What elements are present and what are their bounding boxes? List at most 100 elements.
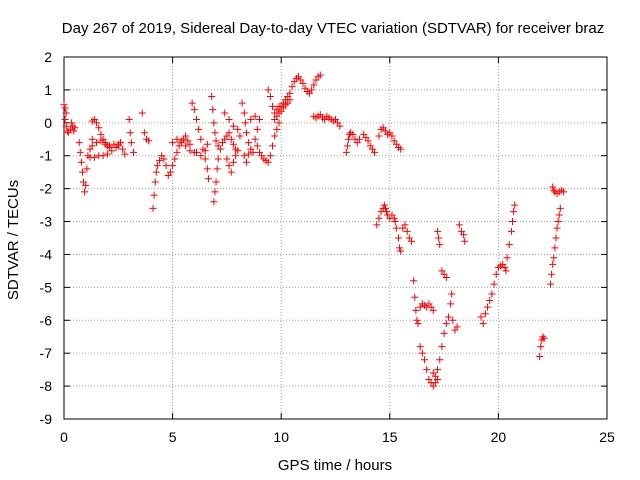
data-point	[242, 158, 250, 166]
data-point	[229, 158, 237, 166]
data-point	[364, 137, 372, 145]
data-point	[119, 145, 127, 153]
data-point	[549, 183, 557, 191]
data-point	[62, 109, 70, 117]
data-point	[210, 198, 218, 206]
data-point	[227, 168, 235, 176]
data-point	[310, 81, 318, 89]
grid	[64, 57, 607, 419]
data-point	[188, 99, 196, 107]
data-point	[211, 188, 219, 196]
data-point	[455, 221, 463, 229]
data-point	[484, 303, 492, 311]
x-tick-label: 5	[169, 429, 177, 445]
data-point	[152, 168, 160, 176]
data-point	[442, 320, 450, 328]
data-point	[477, 313, 485, 321]
data-point	[436, 241, 444, 249]
x-tick-label: 25	[599, 429, 615, 445]
data-point	[286, 96, 294, 104]
data-point	[537, 343, 545, 351]
data-point	[271, 132, 279, 140]
y-tick-label: -3	[40, 214, 53, 230]
data-point	[396, 244, 404, 252]
data-point	[540, 334, 548, 342]
data-point	[429, 306, 437, 314]
data-point	[240, 152, 248, 160]
data-point	[505, 241, 513, 249]
data-point	[121, 150, 129, 158]
data-point	[95, 124, 103, 132]
data-point	[101, 140, 109, 148]
data-point	[90, 153, 98, 161]
chart-title: Day 267 of 2019, Sidereal Day-to-day VTE…	[62, 20, 604, 37]
data-point	[392, 224, 400, 232]
data-point	[63, 127, 71, 135]
data-point	[373, 221, 381, 229]
data-point	[336, 122, 344, 130]
data-point	[550, 186, 558, 194]
data-point	[375, 132, 383, 140]
data-point	[434, 366, 442, 374]
data-point	[486, 297, 494, 305]
data-point	[62, 122, 70, 130]
data-point	[556, 204, 564, 212]
data-point	[93, 119, 101, 127]
data-point	[449, 316, 457, 324]
data-point	[253, 142, 261, 150]
data-point	[245, 150, 253, 158]
data-point	[140, 129, 148, 137]
data-point	[238, 99, 246, 107]
data-point	[245, 139, 253, 147]
data-point	[114, 142, 122, 150]
data-point	[552, 234, 560, 242]
data-point	[221, 109, 229, 117]
data-point	[408, 237, 416, 245]
data-point	[182, 132, 190, 140]
data-point	[412, 306, 420, 314]
data-point	[444, 313, 452, 321]
data-point	[549, 260, 557, 268]
data-point	[390, 214, 398, 222]
data-point	[343, 142, 351, 150]
data-point	[83, 165, 91, 173]
data-point	[423, 366, 431, 374]
data-point	[342, 148, 350, 156]
data-point	[229, 122, 237, 130]
data-point	[431, 372, 439, 380]
data-point	[229, 140, 237, 148]
data-point	[251, 112, 259, 120]
data-point	[234, 147, 242, 155]
data-point	[108, 147, 116, 155]
data-point	[550, 254, 558, 262]
data-point	[264, 86, 272, 94]
data-point	[251, 135, 259, 143]
data-point	[397, 145, 405, 153]
data-point	[227, 135, 235, 143]
data-point	[511, 201, 519, 209]
data-point	[421, 356, 429, 364]
data-point	[413, 316, 421, 324]
y-tick-label: -8	[40, 378, 53, 394]
data-point	[255, 116, 263, 124]
data-point	[299, 79, 307, 87]
data-point	[539, 333, 547, 341]
data-point	[391, 218, 399, 226]
data-point	[81, 188, 89, 196]
data-point	[502, 267, 510, 275]
data-point	[212, 137, 220, 145]
data-point	[214, 155, 222, 163]
data-point	[355, 135, 363, 143]
data-point	[177, 137, 185, 145]
data-point	[275, 119, 283, 127]
data-point	[236, 132, 244, 140]
data-point	[345, 135, 353, 143]
data-point	[214, 142, 222, 150]
data-point	[225, 129, 233, 137]
data-point	[460, 231, 468, 239]
data-point	[548, 270, 556, 278]
data-point	[225, 116, 233, 124]
data-point	[418, 349, 426, 357]
data-point	[186, 140, 194, 148]
